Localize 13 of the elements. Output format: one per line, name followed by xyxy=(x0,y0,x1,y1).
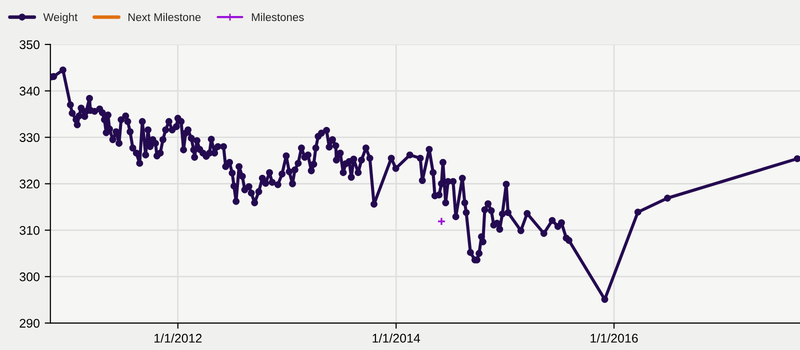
x-tick-label: 1/1/2014 xyxy=(372,333,420,343)
y-tick-label: 350 xyxy=(20,40,40,50)
y-tick-label: 340 xyxy=(20,86,40,96)
legend-label: Next Milestone xyxy=(128,12,201,22)
x-tick-label: 1/1/2012 xyxy=(154,333,202,343)
y-tick-label: 300 xyxy=(20,272,40,282)
y-tick-label: 330 xyxy=(20,133,40,142)
legend-label: Milestones xyxy=(252,12,304,22)
y-tick-label: 310 xyxy=(20,226,40,235)
y-tick-label: 320 xyxy=(20,180,40,188)
y-tick-label: 290 xyxy=(20,318,40,328)
legend-label: Weight xyxy=(43,12,78,24)
x-tick-label: 1/1/2016 xyxy=(590,333,638,343)
